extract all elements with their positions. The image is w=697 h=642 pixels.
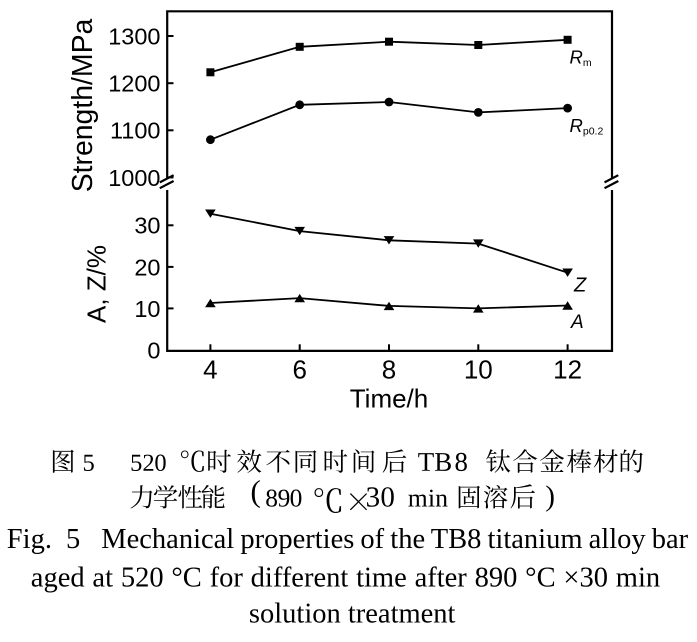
svg-text:1000: 1000 [108,165,160,191]
svg-text:Fig.: Fig. [7,524,52,555]
svg-text:20: 20 [134,254,160,280]
svg-text:Z: Z [573,275,587,297]
svg-text:30: 30 [134,213,160,239]
svg-text:0: 0 [147,337,160,363]
svg-text:12: 12 [553,354,582,384]
svg-text:10: 10 [464,354,493,384]
svg-text:1100: 1100 [110,118,161,144]
svg-text:Time/h: Time/h [350,383,429,413]
svg-text:Strength/MPa: Strength/MPa [67,18,99,192]
svg-text:1200: 1200 [108,71,160,97]
svg-text:A, Z/%: A, Z/% [82,245,112,323]
svg-text:A: A [570,312,584,333]
svg-text:solution treatment: solution treatment [249,599,456,630]
svg-text:8: 8 [382,354,396,384]
svg-text:4: 4 [203,354,217,384]
svg-text:10: 10 [134,296,160,322]
svg-text:6: 6 [292,354,306,384]
svg-text:aged at 520 °C for different t: aged at 520 °C for different time after … [31,563,660,594]
svg-text:Mechanical properties of the T: Mechanical properties of the TB8 titaniu… [101,524,688,555]
svg-text:1300: 1300 [108,23,160,49]
svg-text:5: 5 [66,524,80,555]
